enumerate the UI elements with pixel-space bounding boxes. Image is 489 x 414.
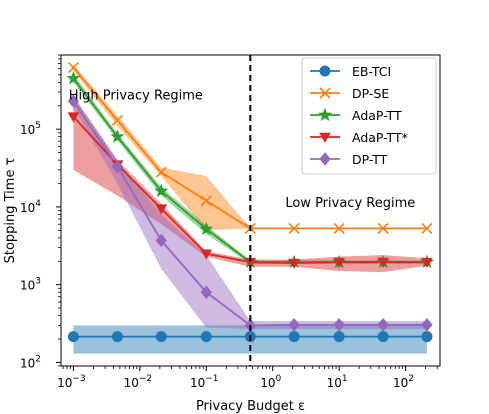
- legend: EB-TCI DP-SE AdaP-TT AdaP-TT* DP-TT: [301, 57, 437, 175]
- point-dp-se: [288, 222, 300, 234]
- y-tick-label: 103: [20, 277, 41, 293]
- point-dp-tt: [288, 318, 300, 332]
- point-eb-tci: [333, 331, 345, 343]
- point-dp-se: [111, 114, 124, 126]
- legend-marker-eb-tci: [319, 65, 331, 77]
- x-tick-label: 10−2: [124, 374, 153, 390]
- x-tick-label: 10−3: [57, 374, 86, 390]
- point-adap-tt-star: [200, 249, 213, 260]
- point-dp-tt: [333, 318, 345, 332]
- annotation-0: High Privacy Regime: [69, 89, 203, 104]
- point-adap-tt-star: [288, 258, 300, 269]
- point-adap-tt-star: [333, 257, 346, 268]
- point-adap-tt: [199, 221, 214, 236]
- annotation-1: Low Privacy Regime: [285, 196, 415, 211]
- legend-label-eb-tci: EB-TCI: [352, 64, 391, 79]
- point-adap-tt-star: [155, 204, 168, 215]
- point-eb-tci: [200, 331, 212, 343]
- legend-label-adap-tt: AdaP-TT: [352, 108, 402, 123]
- x-tick-label: 102: [393, 374, 414, 390]
- point-dp-se: [377, 222, 389, 234]
- legend-label-dp-se: DP-SE: [352, 86, 389, 101]
- x-tick-label: 100: [260, 374, 281, 390]
- legend-marker-dp-tt: [319, 152, 331, 166]
- y-tick-label: 105: [20, 121, 41, 137]
- point-dp-se: [421, 222, 433, 234]
- point-adap-tt-star: [421, 257, 433, 268]
- legend-marker-dp-se: [319, 87, 331, 99]
- point-dp-se: [155, 166, 167, 178]
- point-dp-tt: [200, 285, 212, 300]
- legend-label-adap-tt-star: AdaP-TT*: [352, 130, 408, 145]
- point-dp-tt: [377, 318, 389, 332]
- point-adap-tt-star: [377, 257, 390, 268]
- y-tick-label: 102: [20, 354, 41, 370]
- point-eb-tci: [111, 331, 123, 343]
- point-dp-se: [333, 222, 345, 234]
- x-axis-label: Privacy Budget ε: [196, 399, 305, 414]
- point-dp-tt: [421, 318, 433, 332]
- point-adap-tt: [110, 129, 125, 143]
- point-eb-tci: [155, 331, 167, 343]
- legend-marker-adap-tt-star: [319, 132, 331, 143]
- x-tick-label: 10−1: [190, 374, 219, 390]
- legend-box: [301, 57, 437, 175]
- y-axis-ticks: 102 103 104 105: [20, 54, 61, 370]
- legend-marker-adap-tt: [317, 107, 333, 122]
- y-tick-label: 104: [20, 199, 41, 215]
- point-dp-se: [67, 62, 79, 74]
- series-markers: [66, 62, 435, 343]
- point-eb-tci: [377, 331, 389, 343]
- point-dp-se: [200, 195, 212, 207]
- legend-label-dp-tt: DP-TT: [352, 152, 388, 167]
- point-eb-tci: [67, 331, 79, 343]
- y-axis-label: Stopping Time τ: [3, 157, 18, 263]
- point-adap-tt-star: [67, 112, 80, 123]
- point-dp-tt: [67, 94, 80, 108]
- point-dp-tt: [155, 233, 167, 248]
- x-axis-ticks: 10−3 10−2 10−1 100 101 102: [57, 366, 438, 390]
- point-dp-tt: [111, 159, 124, 174]
- point-eb-tci: [288, 331, 300, 343]
- x-tick-label: 101: [327, 374, 348, 390]
- band-dp-se: [73, 64, 427, 231]
- point-adap-tt: [154, 183, 169, 198]
- annotations: High Privacy Regime Low Privacy Regime: [69, 89, 416, 211]
- point-adap-tt: [66, 70, 81, 85]
- point-eb-tci: [421, 331, 433, 343]
